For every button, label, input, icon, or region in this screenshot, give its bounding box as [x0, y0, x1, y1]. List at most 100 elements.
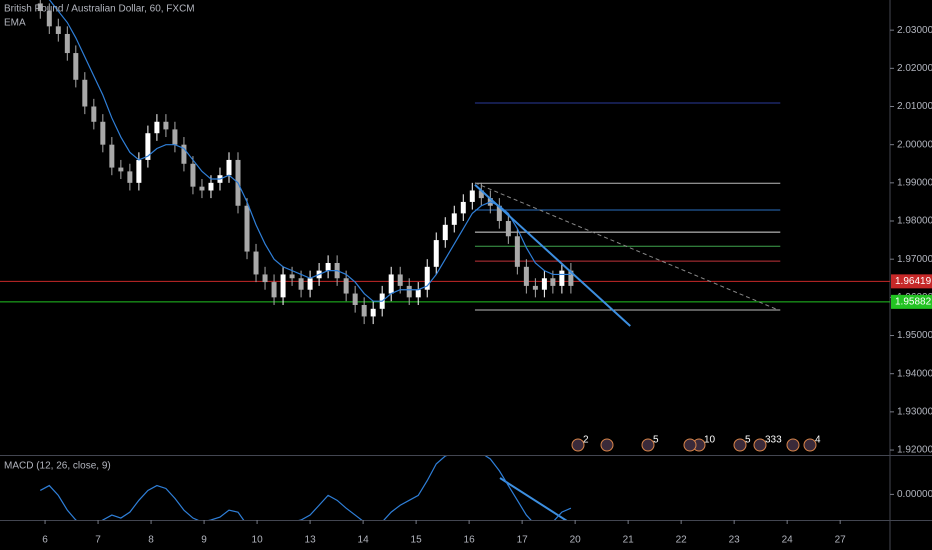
- candle-body: [253, 251, 259, 275]
- macd-pane: [39, 456, 572, 520]
- candle-body: [541, 278, 547, 290]
- candle-body: [343, 278, 349, 294]
- candle-body: [289, 274, 295, 279]
- chart-title: British Pound / Australian Dollar, 60, F…: [4, 4, 195, 15]
- event-badge[interactable]: [683, 438, 697, 452]
- candle-body: [469, 190, 475, 202]
- candle-body: [199, 186, 205, 191]
- candle-body: [388, 274, 394, 294]
- candle-body: [415, 289, 421, 298]
- x-tick-label: 21: [623, 535, 635, 546]
- candle-body: [397, 274, 403, 286]
- y-tick-label: 2.01000: [897, 101, 932, 112]
- candle-body: [478, 190, 484, 199]
- candle-body: [127, 171, 133, 183]
- x-tick-label: 14: [358, 535, 370, 546]
- candle-body: [433, 240, 439, 267]
- candle-body: [442, 224, 448, 241]
- x-tick-label: 15: [411, 535, 423, 546]
- x-tick-label: 22: [676, 535, 688, 546]
- price-pane: EMA: [0, 0, 890, 327]
- event-badge: [803, 438, 817, 452]
- event-label: 333: [765, 435, 782, 446]
- candle-body: [145, 133, 151, 160]
- event-badge: [733, 438, 747, 452]
- y-tick-label: 1.92000: [897, 445, 932, 456]
- candle-body: [73, 53, 79, 80]
- candle-body: [64, 33, 70, 54]
- candle-body: [100, 121, 106, 145]
- candle-body: [181, 144, 187, 164]
- x-tick-label: 13: [305, 535, 317, 546]
- candle-body: [406, 285, 412, 298]
- candle-body: [424, 266, 430, 290]
- candle-body: [550, 278, 556, 286]
- macd-line: [39, 456, 572, 520]
- price-label: 1.96419: [895, 276, 932, 287]
- candle-body: [244, 205, 250, 252]
- y-tick-label: 2.02000: [897, 63, 932, 74]
- y-tick-label: 1.98000: [897, 216, 932, 227]
- event-badge[interactable]: [786, 438, 800, 452]
- y-tick-label: 2.00000: [897, 139, 932, 150]
- candle-body: [118, 167, 124, 172]
- x-tick-label: 20: [570, 535, 582, 546]
- candle-body: [451, 213, 457, 225]
- candle-body: [226, 159, 232, 176]
- price-label: 1.95882: [895, 296, 932, 307]
- candle-body: [568, 270, 574, 286]
- event-label: 4: [815, 435, 821, 446]
- candle-body: [298, 278, 304, 290]
- y-tick-label: 1.93000: [897, 407, 932, 418]
- candle-body: [208, 182, 214, 191]
- candle-body: [163, 121, 169, 130]
- ema-line: [48, 0, 571, 302]
- candle-body: [496, 205, 502, 222]
- x-tick-label: 23: [729, 535, 741, 546]
- event-badge: [571, 438, 585, 452]
- price-label-box: [891, 294, 932, 309]
- y-tick-label: 1.99000: [897, 177, 932, 188]
- candle-body: [109, 144, 115, 168]
- event-badge[interactable]: [600, 438, 614, 452]
- event-label: 5: [653, 435, 659, 446]
- candle-body: [82, 79, 88, 107]
- x-tick-label: 24: [782, 535, 794, 546]
- candle-body: [271, 282, 277, 298]
- y-tick-label: 1.95000: [897, 330, 932, 341]
- event-badge: [641, 438, 655, 452]
- macd-title: MACD (12, 26, close, 9): [4, 461, 111, 472]
- event-label: 2: [583, 435, 589, 446]
- event-label: 5: [745, 435, 751, 446]
- candle-body: [532, 285, 538, 290]
- candle-body: [190, 163, 196, 187]
- x-tick-label: 10: [252, 535, 264, 546]
- price-label-box: [891, 274, 932, 289]
- x-tick-label: 7: [95, 535, 101, 546]
- y-tick-label: 1.97000: [897, 254, 932, 265]
- candle-body: [55, 26, 61, 34]
- candle-body: [280, 274, 286, 298]
- x-tick-label: 16: [464, 535, 476, 546]
- event-label: 10: [704, 435, 716, 446]
- trendline: [474, 182, 779, 311]
- y-tick-label: 2.03000: [897, 25, 932, 36]
- candle-body: [352, 293, 358, 305]
- trendline: [474, 184, 631, 327]
- candle-body: [154, 121, 160, 134]
- candle-body: [370, 308, 376, 317]
- candle-body: [523, 266, 529, 286]
- axes: 2.03000 2.02000 2.01000 2.00000 1.99000 1.980…: [42, 25, 932, 546]
- x-tick-label: 17: [517, 535, 529, 546]
- candle-body: [361, 304, 367, 317]
- candle-body: [262, 274, 268, 283]
- candle-body: [460, 201, 466, 214]
- candle-body: [172, 129, 178, 145]
- candle-body: [37, 3, 43, 12]
- candle-body: [136, 159, 142, 183]
- candle-body: [505, 221, 511, 237]
- indicator-label: EMA: [4, 18, 26, 29]
- candle-body: [325, 262, 331, 271]
